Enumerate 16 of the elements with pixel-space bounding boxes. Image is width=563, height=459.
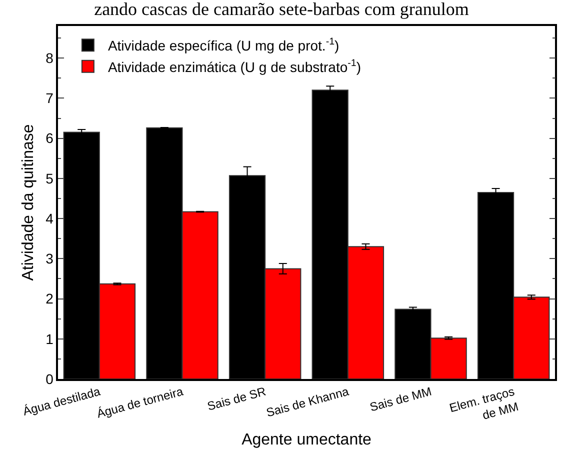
x-axis-title: Agente umectante [242, 431, 372, 448]
y-axis-title: Atividade da quitinase [20, 124, 38, 281]
y-tick-label: 3 [46, 250, 54, 267]
legend-label: Atividade específica (U mg de prot.$^{-1}$) [108, 36, 340, 54]
y-tick-label: 7 [46, 90, 54, 106]
y-tick-label: 6 [46, 130, 54, 146]
y-tick-label: 0 [46, 370, 54, 387]
y-tick-label: 5 [46, 170, 54, 186]
y-tick-label: 8 [46, 50, 54, 66]
y-tick-label: 4 [46, 210, 54, 226]
y-tick-label: 2 [46, 290, 54, 307]
x-tick-label: Elem. traços de MM [448, 384, 520, 422]
x-tick-label: Sais de MM [368, 384, 434, 414]
legend-label: Atividade enzimática (U g de substrato$^{-1}$) [108, 58, 362, 75]
y-tick-label: 1 [46, 330, 54, 347]
chart-title: zando cascas de camarão sete-barbas com granulom [94, 0, 469, 19]
